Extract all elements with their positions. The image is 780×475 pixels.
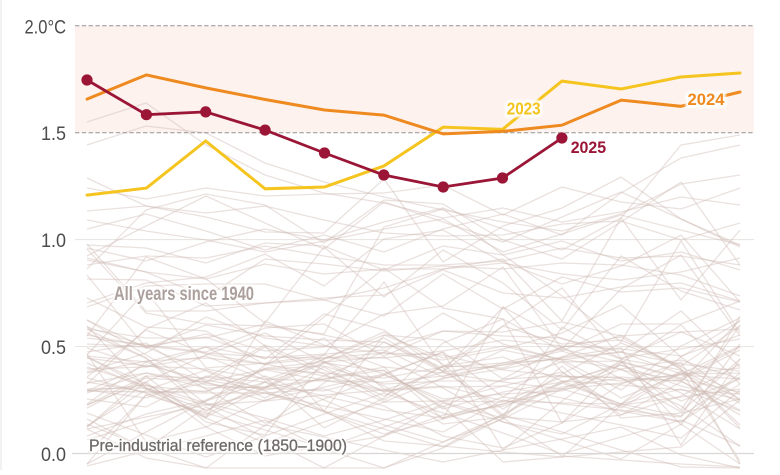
svg-text:0.5: 0.5 [41,337,66,359]
svg-text:2023: 2023 [507,99,541,119]
svg-text:All years since 1940: All years since 1940 [114,284,254,305]
svg-text:2024: 2024 [688,90,726,109]
svg-text:2.0°C: 2.0°C [25,16,67,38]
svg-text:2025: 2025 [571,139,607,157]
svg-text:2024: 2024 [688,90,726,109]
svg-text:1.5: 1.5 [41,123,66,145]
svg-text:Pre-industrial reference (1850: Pre-industrial reference (1850–1900) [89,436,347,455]
svg-text:1.0: 1.0 [41,230,66,252]
svg-text:2025: 2025 [571,139,607,157]
svg-text:2023: 2023 [507,99,541,119]
svg-text:0.0: 0.0 [41,444,66,466]
svg-text:All years since 1940: All years since 1940 [114,284,254,305]
svg-text:Pre-industrial reference (1850: Pre-industrial reference (1850–1900) [89,436,347,455]
